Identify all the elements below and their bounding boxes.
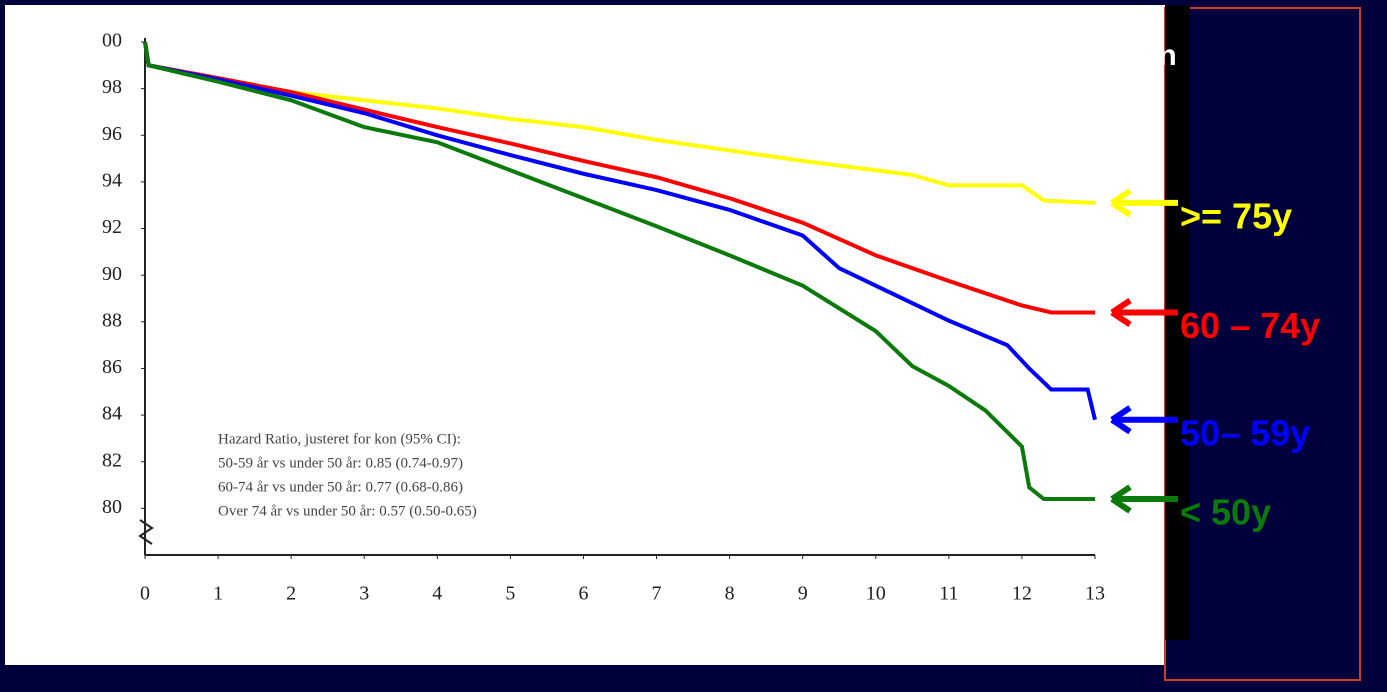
x-tick-label: 13 [1085,583,1105,605]
x-tick-label: 12 [1012,583,1032,605]
x-tick-label: 9 [798,583,808,605]
x-tick-label: 3 [359,583,369,605]
legend-label: < 50y [1180,492,1271,533]
x-tick-label: 1 [213,583,223,605]
x-tick-label: 0 [140,583,150,605]
divider-bar [1165,5,1190,640]
y-tick-label: 92 [102,216,122,238]
x-tick-label: 11 [939,583,958,605]
y-tick-label: 80 [102,496,122,518]
y-tick-label: 98 [102,76,122,98]
x-tick-label: 4 [432,583,442,605]
legend-arrow [1110,405,1178,435]
x-tick-label: 7 [652,583,662,605]
annotation: Hazard Ratio, justeret for kon (95% CI): [218,431,461,447]
y-tick-label: 96 [102,123,122,145]
legend-label: 50– 59y [1180,412,1310,453]
x-tick-label: 5 [505,583,515,605]
x-tick-label: 6 [578,583,588,605]
x-tick-label: 2 [286,583,296,605]
y-tick-label: 88 [102,309,122,331]
legend-arrow [1110,484,1178,514]
title-fragment: on [1140,39,1177,72]
x-tick-label: 10 [866,583,886,605]
legend-arrow [1110,297,1178,327]
legend-arrow [1110,188,1178,218]
x-tick-label: 8 [725,583,735,605]
annotation: 50-59 år vs under 50 år: 0.85 (0.74-0.97… [218,455,463,471]
y-tick-label: 90 [102,263,122,285]
series-line [143,41,1097,421]
y-tick-label: 94 [102,170,122,192]
annotation: 60-74 år vs under 50 år: 0.77 (0.68-0.86… [218,479,463,495]
axis-break [138,519,154,545]
series-line [143,41,1095,315]
legend-label: 60 – 74y [1180,305,1320,346]
series-line [143,41,1095,502]
legend-label: >= 75y [1180,195,1292,236]
y-tick-label: 86 [102,356,122,378]
y-tick-label: 00 [102,30,122,52]
y-tick-label: 82 [102,449,122,471]
y-tick-label: 84 [102,403,122,425]
chart-panel [5,5,1165,665]
annotation: Over 74 år vs under 50 år: 0.57 (0.50-0.… [218,503,477,519]
